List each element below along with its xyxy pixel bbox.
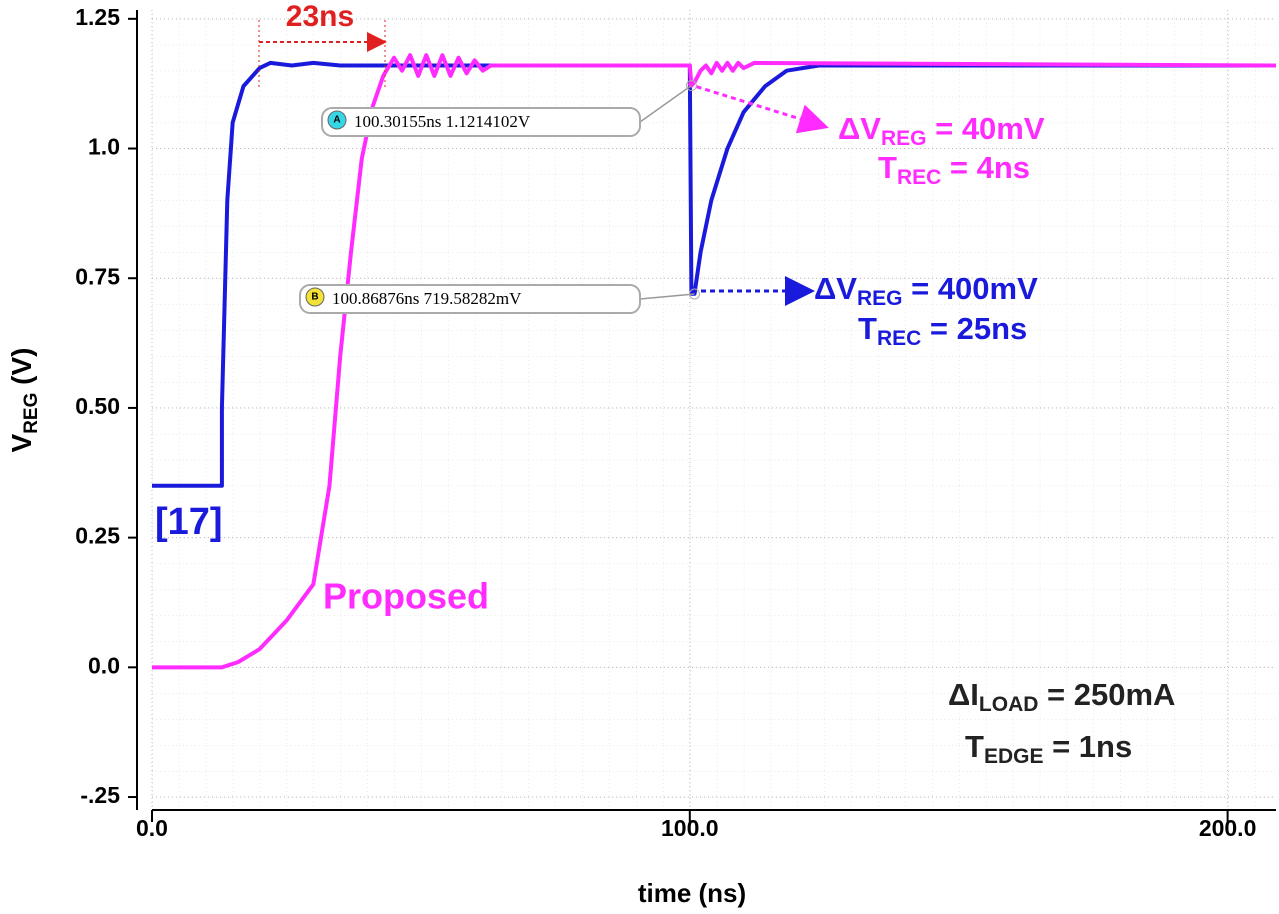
marker-badge-label: A (333, 115, 340, 126)
delay-label: 23ns (286, 0, 354, 33)
annotation-arrow (687, 82, 829, 134)
ref-dv: ΔVREG = 400mV (814, 271, 1038, 309)
y-tick-label: 1.25 (75, 4, 120, 30)
y-tick-label: -.25 (80, 782, 120, 808)
load-step: ΔILOAD = 250mA (948, 677, 1175, 715)
edge-time: TEDGE = 1ns (965, 729, 1132, 767)
marker-badge-label: B (311, 292, 318, 303)
y-tick-label: 0.0 (88, 652, 120, 678)
x-tick-label: 0.0 (136, 815, 168, 841)
marker-point (685, 80, 697, 92)
proposed-trec: TREC = 4ns (878, 150, 1030, 188)
x-tick-label: 200.0 (1199, 815, 1257, 841)
ref-trec: TREC = 25ns (858, 311, 1027, 349)
marker-box (299, 284, 641, 314)
fine-grid (152, 10, 1276, 810)
y-tick-label: 0.50 (75, 393, 120, 419)
marker-badge (305, 287, 325, 307)
x-tick-label: 100.0 (661, 815, 719, 841)
marker-readout: 100.30155ns 1.1214102V (354, 112, 531, 131)
series-label: Proposed (323, 576, 489, 617)
y-tick-label: 0.75 (75, 263, 120, 289)
marker-leader (639, 84, 692, 123)
x-axis-title: time (ns) (638, 878, 746, 908)
proposed-dv: ΔVREG = 40mV (838, 111, 1045, 149)
y-tick-label: 1.0 (88, 134, 120, 160)
marker-readout: 100.86876ns 719.58282mV (332, 289, 522, 308)
series-line (152, 53, 1277, 670)
y-axis-title: VREG (V) (6, 348, 42, 453)
marker-point (688, 288, 700, 300)
marker-leader (639, 293, 695, 300)
series-label: [17] (155, 501, 223, 543)
marker-badge (327, 110, 347, 130)
y-tick-label: 0.25 (75, 523, 120, 549)
marker-box (321, 107, 641, 137)
